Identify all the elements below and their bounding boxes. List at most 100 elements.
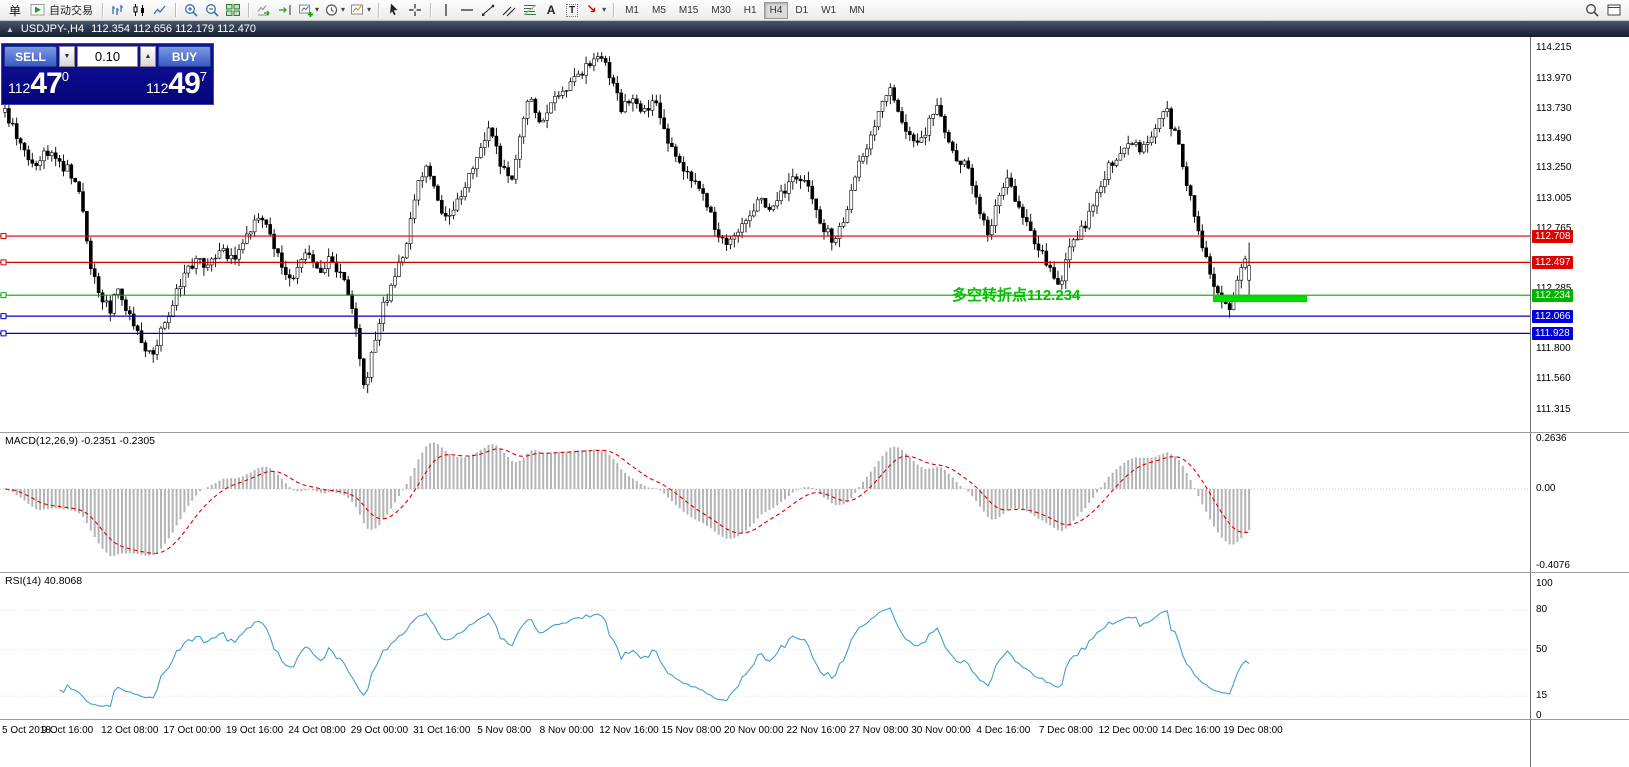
periods-button[interactable]: ▾: [322, 1, 347, 20]
label-icon: T: [566, 3, 579, 17]
text-label-button[interactable]: T: [562, 1, 582, 20]
time-axis-label: 27 Nov 08:00: [848, 725, 909, 736]
toolbar-separator: [613, 3, 615, 17]
line-price-label: 112.708: [1532, 229, 1574, 243]
timeframe-h4[interactable]: H4: [763, 1, 789, 19]
chart-window-caption[interactable]: ▲ USDJPY-,H4 112.354 112.656 112.179 112…: [0, 21, 1629, 37]
hline-handle[interactable]: [0, 259, 7, 266]
macd-histogram: [7, 442, 1251, 557]
buy-button[interactable]: BUY: [158, 46, 211, 67]
timeframe-m1[interactable]: M1: [625, 4, 639, 16]
time-axis-label: 9 Oct 16:00: [41, 725, 94, 736]
hline-handle[interactable]: [0, 233, 7, 240]
text-tool-button[interactable]: A: [541, 1, 561, 20]
rsi-axis-label: 50: [1536, 644, 1548, 655]
sell-button[interactable]: SELL: [4, 46, 57, 67]
horizontal-line-button[interactable]: [457, 1, 477, 20]
pivot-annotation[interactable]: 多空转折点112.234: [952, 287, 1081, 304]
time-axis-label: 19 Dec 08:00: [1223, 725, 1283, 736]
timeframe-d1[interactable]: D1: [795, 4, 809, 16]
trendline-button[interactable]: [478, 1, 498, 20]
lot-decrease-button[interactable]: ▼: [59, 46, 75, 67]
timeframe-h1[interactable]: H1: [743, 4, 757, 16]
channel-button[interactable]: [499, 1, 519, 20]
buy-price-display[interactable]: 112 49 7: [146, 68, 207, 100]
timeframe-w1[interactable]: W1: [821, 4, 837, 16]
chart-shift-button[interactable]: [275, 1, 295, 20]
time-axis[interactable]: 5 Oct 2018 9 Oct 16:00 12 Oct 08:00 17 Oct …: [0, 720, 1530, 767]
arrows-button[interactable]: ▾: [583, 1, 608, 20]
rsi-axis-label: 15: [1536, 690, 1548, 702]
rsi-label: RSI(14) 40.8068: [5, 575, 83, 587]
hline-handle[interactable]: [0, 292, 7, 299]
auto-scroll-button[interactable]: [254, 1, 274, 20]
timeframe-mn[interactable]: MN: [849, 4, 865, 16]
price-tick-label: 112.765: [1536, 222, 1572, 234]
time-axis-label: 30 Nov 00:00: [911, 725, 971, 736]
rsi-pane-splitter[interactable]: [0, 572, 1629, 573]
autotrading-button[interactable]: 自动交易: [26, 1, 97, 20]
price-tick-label: 113.250: [1536, 162, 1572, 174]
rsi-line: [59, 607, 1250, 707]
lot-decrease-icon: ▼: [63, 53, 71, 60]
time-axis-label: 19 Oct 16:00: [225, 725, 284, 736]
tile-windows-icon: [226, 4, 241, 16]
hline-handle[interactable]: [0, 330, 7, 337]
macd-pane-splitter[interactable]: [0, 432, 1629, 433]
toolbar-separator: [175, 3, 177, 17]
candles[interactable]: [3, 52, 1251, 394]
toolbar-separator: [378, 3, 380, 17]
time-axis-label: 4 Dec 16:00: [976, 725, 1031, 736]
buy-price-prefix: 112: [146, 80, 169, 96]
search-icon: [1586, 4, 1599, 17]
line-chart-button[interactable]: [150, 1, 170, 20]
lot-increase-button[interactable]: ▲: [140, 46, 156, 67]
vertical-line-button[interactable]: [436, 1, 456, 20]
cursor-button[interactable]: [384, 1, 404, 20]
timeframe-m5[interactable]: M5: [651, 4, 666, 16]
macd-signal-line: [4, 448, 1250, 554]
search-button[interactable]: [1582, 1, 1602, 20]
time-axis-label: 15 Nov 08:00: [661, 725, 722, 736]
zoom-in-icon: [185, 4, 198, 17]
chart-plot[interactable]: [0, 37, 1530, 767]
templates-button[interactable]: ▾: [348, 1, 373, 20]
window-button[interactable]: [1604, 1, 1624, 20]
timeframe-m30[interactable]: M30: [711, 4, 731, 16]
timeframe-m15[interactable]: M15: [678, 4, 699, 16]
caret-down-icon: ▾: [602, 5, 607, 14]
price-axis[interactable]: 114.215 113.970 113.730 113.490 113.250 113.0…: [1530, 37, 1629, 767]
caret-down-icon: ▾: [315, 5, 320, 14]
autotrading-label: 自动交易: [49, 5, 94, 17]
price-tick-label: 114.215: [1536, 42, 1572, 54]
auto-scroll-icon: [257, 5, 270, 16]
time-axis-label: 12 Oct 08:00: [101, 725, 159, 736]
fibonacci-icon: [523, 4, 537, 16]
price-tick-label: 111.560: [1536, 373, 1571, 385]
new-chart-button[interactable]: ▾: [296, 1, 321, 20]
window-icon: [1607, 4, 1621, 16]
horizontal-line-icon: [461, 9, 474, 11]
candlestick-icon: [133, 4, 145, 16]
zoom-out-button[interactable]: [202, 1, 222, 20]
new-order-button[interactable]: 单: [9, 3, 22, 18]
buy-price-pip: 7: [199, 69, 207, 84]
sell-price-display[interactable]: 112 47 0: [8, 68, 69, 100]
hline-handle[interactable]: [0, 313, 7, 320]
lot-size-input[interactable]: 0.10: [77, 46, 138, 67]
channel-icon: [502, 6, 516, 17]
candlestick-chart-button[interactable]: [129, 1, 149, 20]
rsi-axis-label: 80: [1536, 604, 1548, 616]
tile-windows-button[interactable]: [223, 1, 243, 20]
crosshair-button[interactable]: [405, 1, 425, 20]
time-axis-label: 8 Nov 00:00: [539, 725, 594, 736]
bar-chart-button[interactable]: [108, 1, 128, 20]
fibonacci-button[interactable]: [520, 1, 540, 20]
line-price-label: 112.497: [1532, 255, 1574, 269]
time-axis-splitter[interactable]: [0, 719, 1629, 720]
zoom-in-button[interactable]: [181, 1, 201, 20]
price-tick-label: 111.315: [1536, 403, 1571, 415]
rsi-axis-label: 0: [1536, 710, 1542, 721]
time-axis-label: 17 Oct 00:00: [163, 725, 221, 736]
price-tick-label: 112.285: [1536, 283, 1571, 295]
